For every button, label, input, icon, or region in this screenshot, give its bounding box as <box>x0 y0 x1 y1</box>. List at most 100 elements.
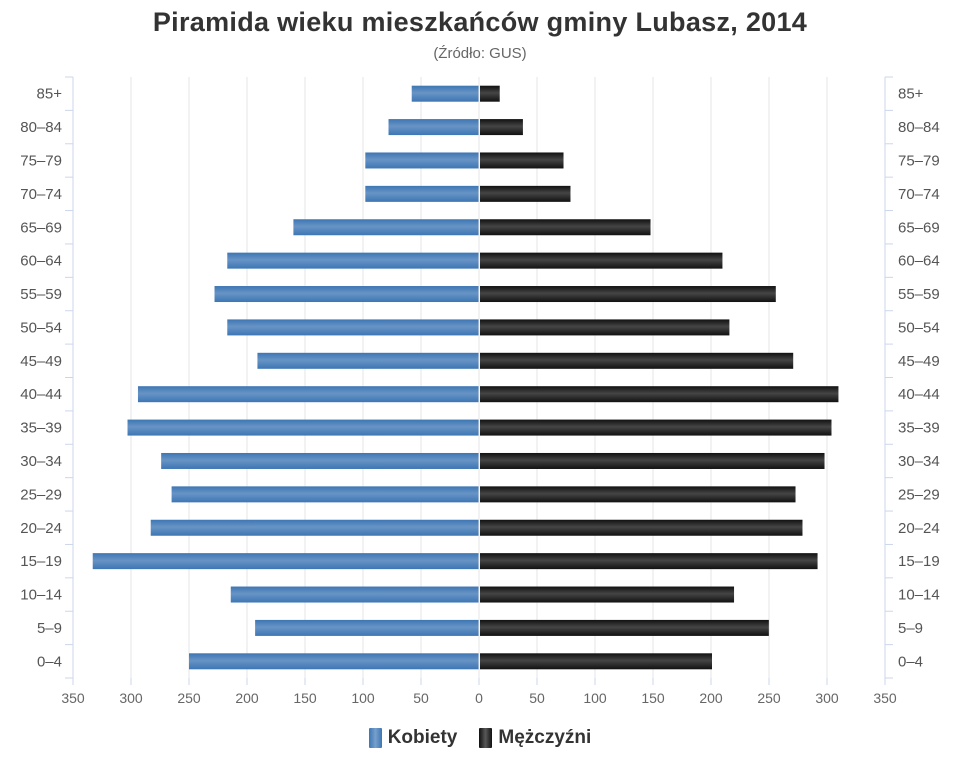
bar-mezczyzni <box>480 219 651 236</box>
x-tick-label: 50 <box>529 690 545 706</box>
x-tick-label: 200 <box>699 690 723 706</box>
bar-kobiety <box>388 119 479 136</box>
category-label-left: 55–59 <box>20 286 62 303</box>
category-label-right: 85+ <box>898 86 924 103</box>
bar-mezczyzni <box>480 553 818 570</box>
bar-mezczyzni <box>480 185 571 202</box>
legend-label-kobiety: Kobiety <box>387 727 458 748</box>
category-label-left: 70–74 <box>20 186 62 203</box>
category-label-right: 10–14 <box>898 587 940 604</box>
category-label-right: 25–29 <box>898 486 940 503</box>
category-label-left: 35–39 <box>20 420 62 437</box>
x-tick-label: 200 <box>235 690 259 706</box>
bar-mezczyzni <box>480 352 794 369</box>
x-tick-label: 250 <box>177 690 201 706</box>
category-label-left: 20–24 <box>20 520 62 537</box>
legend-marker-mezczyzni <box>479 728 493 748</box>
category-label-right: 15–19 <box>898 553 940 570</box>
category-label-left: 60–64 <box>20 253 62 270</box>
bar-kobiety <box>171 486 479 503</box>
x-tick-label: 100 <box>351 690 375 706</box>
category-label-right: 55–59 <box>898 286 940 303</box>
bar-mezczyzni <box>480 452 825 469</box>
category-label-right: 50–54 <box>898 319 940 336</box>
category-label-right: 75–79 <box>898 152 940 169</box>
category-label-left: 15–19 <box>20 553 62 570</box>
bar-mezczyzni <box>480 586 735 603</box>
legend: Kobiety Mężczyźni <box>0 724 960 752</box>
category-label-left: 50–54 <box>20 319 62 336</box>
bar-kobiety <box>150 519 479 536</box>
category-label-right: 60–64 <box>898 253 940 270</box>
x-tick-label: 300 <box>119 690 143 706</box>
bar-mezczyzni <box>480 85 500 102</box>
category-label-left: 80–84 <box>20 119 62 136</box>
bar-kobiety <box>227 252 479 269</box>
bar-kobiety <box>257 352 479 369</box>
category-label-right: 70–74 <box>898 186 940 203</box>
series-mezczyzni <box>480 85 839 670</box>
bar-mezczyzni <box>480 286 776 303</box>
category-label-left: 75–79 <box>20 152 62 169</box>
x-tick-label: 150 <box>641 690 665 706</box>
category-label-left: 10–14 <box>20 587 62 604</box>
bar-kobiety <box>230 586 479 603</box>
category-label-right: 35–39 <box>898 420 940 437</box>
bar-mezczyzni <box>480 252 723 269</box>
category-label-left: 5–9 <box>37 620 62 637</box>
legend-marker-kobiety <box>368 728 382 748</box>
category-label-right: 5–9 <box>898 620 923 637</box>
bar-mezczyzni <box>480 152 564 169</box>
bar-kobiety <box>255 619 479 636</box>
bar-kobiety <box>127 419 479 436</box>
bar-mezczyzni <box>480 119 523 136</box>
category-label-right: 20–24 <box>898 520 940 537</box>
category-label-left: 0–4 <box>37 653 62 670</box>
category-label-right: 40–44 <box>898 386 940 403</box>
x-tick-label: 50 <box>413 690 429 706</box>
category-label-left: 85+ <box>37 86 63 103</box>
bar-kobiety <box>214 286 479 303</box>
bar-mezczyzni <box>480 386 839 403</box>
bar-mezczyzni <box>480 519 803 536</box>
legend-label-mezczyzni: Mężczyźni <box>498 727 592 748</box>
category-label-right: 30–34 <box>898 453 940 470</box>
bar-mezczyzni <box>480 486 796 503</box>
bar-kobiety <box>411 85 479 102</box>
x-tick-label: 0 <box>475 690 483 706</box>
category-label-left: 65–69 <box>20 219 62 236</box>
category-label-left: 40–44 <box>20 386 62 403</box>
x-tick-label: 350 <box>61 690 85 706</box>
chart-title: Piramida wieku mieszkańców gminy Lubasz,… <box>152 7 808 37</box>
x-tick-label: 300 <box>815 690 839 706</box>
category-label-right: 80–84 <box>898 119 940 136</box>
chart-subtitle: (Źródło: GUS) <box>433 45 527 62</box>
category-label-right: 0–4 <box>898 653 923 670</box>
legend-item-mezczyzni[interactable]: Mężczyźni <box>479 727 591 749</box>
x-tick-label: 100 <box>583 690 607 706</box>
category-label-left: 25–29 <box>20 486 62 503</box>
bar-mezczyzni <box>480 619 769 636</box>
category-label-left: 30–34 <box>20 453 62 470</box>
bar-mezczyzni <box>480 319 730 336</box>
series-kobiety <box>92 85 479 670</box>
bar-kobiety <box>365 185 479 202</box>
bar-mezczyzni <box>480 419 832 436</box>
bar-kobiety <box>92 553 479 570</box>
bar-kobiety <box>161 452 479 469</box>
bar-kobiety <box>137 386 479 403</box>
category-label-right: 65–69 <box>898 219 940 236</box>
x-tick-label: 150 <box>293 690 317 706</box>
legend-item-kobiety[interactable]: Kobiety <box>368 727 458 749</box>
category-label-left: 45–49 <box>20 353 62 370</box>
bar-kobiety <box>293 219 479 236</box>
bar-kobiety <box>227 319 479 336</box>
bar-kobiety <box>365 152 479 169</box>
x-tick-label: 250 <box>757 690 781 706</box>
x-tick-label: 350 <box>873 690 897 706</box>
category-axes <box>65 76 893 679</box>
bar-kobiety <box>189 653 479 670</box>
bar-mezczyzni <box>480 653 712 670</box>
category-label-right: 45–49 <box>898 353 940 370</box>
